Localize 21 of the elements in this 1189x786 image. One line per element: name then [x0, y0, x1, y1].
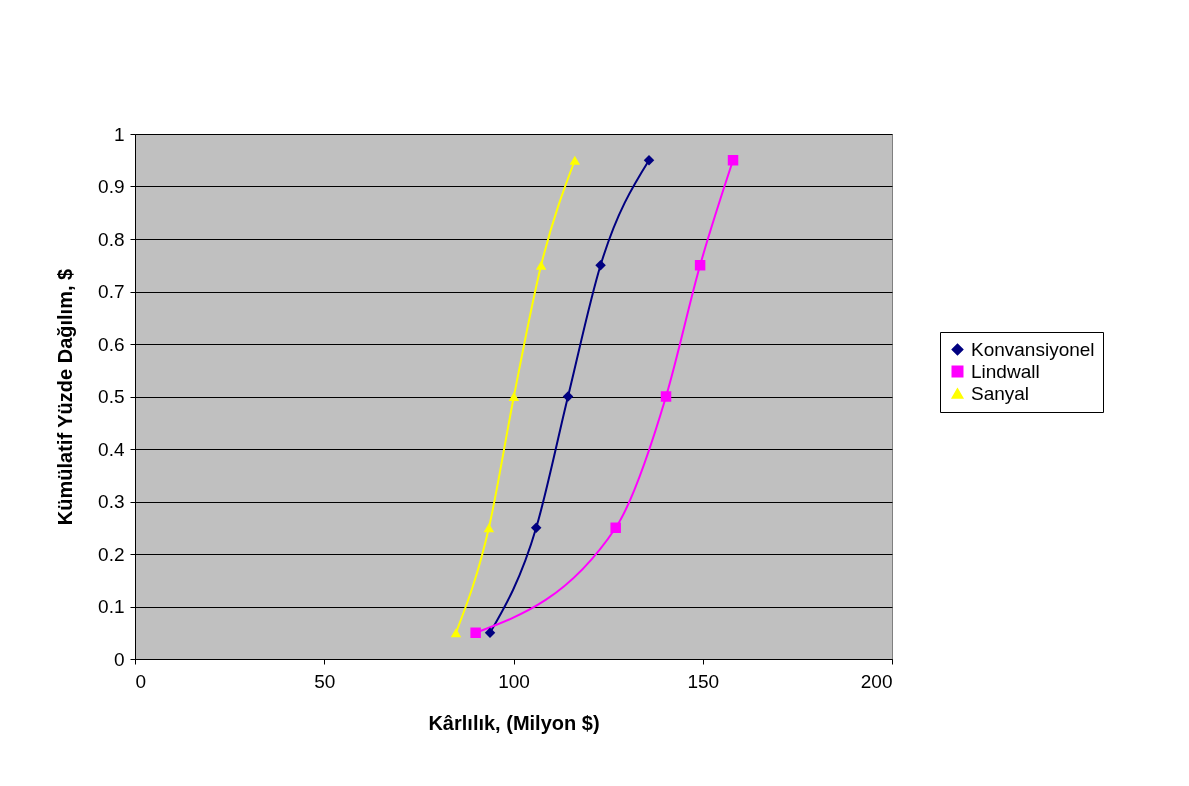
y-tick-label: 0.8 [98, 228, 125, 250]
y-tick-label: 0.9 [98, 176, 125, 197]
x-tick-label: 200 [860, 670, 893, 692]
legend-label: Lindwall [971, 360, 1040, 382]
y-tick-label: 0.6 [98, 333, 125, 355]
x-tick-label: 50 [314, 670, 336, 692]
x-axis-title: Kârlılık, (Milyon $) [428, 711, 600, 734]
y-tick-label: 0.2 [98, 543, 125, 565]
y-tick-label: 0.1 [98, 596, 125, 617]
y-tick-label: 0.4 [98, 438, 125, 460]
y-tick-label: 0.3 [98, 491, 125, 512]
x-tick-label: 0 [135, 670, 147, 692]
legend-label: Sanyal [971, 382, 1030, 404]
x-tick-label: 150 [687, 670, 720, 692]
y-tick-label: 1 [113, 123, 125, 145]
y-tick-label: 0 [113, 648, 125, 670]
legend-label: Konvansiyonel [971, 338, 1095, 360]
y-tick-label: 0.7 [98, 281, 125, 302]
y-axis-title: Kümülatif Yüzde Dağılım, $ [54, 268, 77, 526]
x-tick-label: 100 [498, 670, 530, 692]
y-tick-label: 0.5 [98, 386, 125, 407]
